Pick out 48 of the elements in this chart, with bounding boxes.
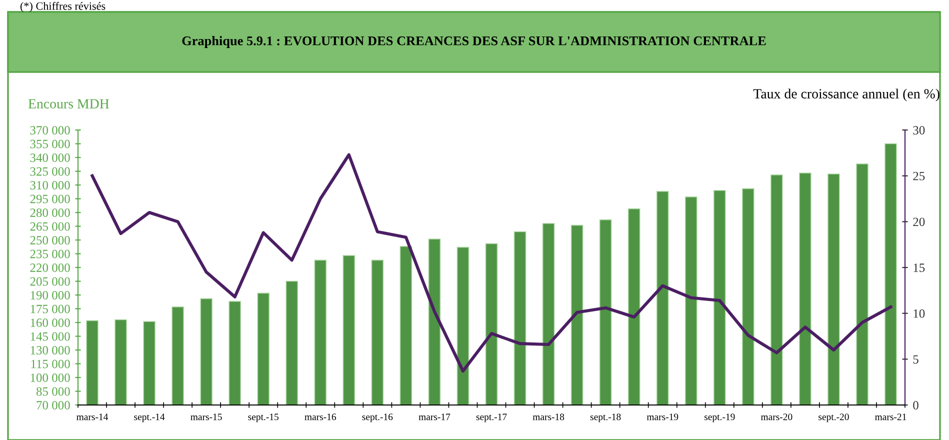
y-axis-title: Encours MDH [28,99,109,108]
x-tick-label: mars-20 [760,414,792,420]
y2-tick-label: 30 [913,126,925,134]
y-tick-label: 280 000 [30,208,70,217]
y2-tick-label: 0 [913,401,918,410]
line-series [90,153,892,373]
y-tick-label: 70 000 [36,401,70,410]
y2-tick-label: 25 [913,172,925,180]
x-tick-label: mars-17 [418,414,450,420]
y-tick-label: 145 000 [30,332,70,341]
y-tick-label: 370 000 [30,126,70,134]
y-tick-label: 265 000 [30,222,70,231]
y2-tick-label: 20 [913,218,925,226]
x-tick-label: sept.-15 [248,414,279,422]
y2-axis-title: Taux de croissance annuel (en %) [753,88,940,102]
x-tick-label: sept.-18 [590,414,621,422]
y-tick-label: 325 000 [30,167,70,176]
x-tick-label: mars-19 [646,414,678,420]
y-tick-label: 310 000 [30,181,70,190]
y-tick-label: 115 000 [31,360,70,368]
y-tick-label: 160 000 [30,318,70,327]
y2-tick-label: 15 [914,264,925,272]
y-tick-label: 340 000 [30,154,70,162]
x-tick-label: mars-18 [532,414,564,420]
x-tick-label: mars-15 [190,414,222,420]
y-tick-label: 355 000 [30,140,70,148]
chart-title: Graphique 5.9.1 : EVOLUTION DES CREANCES DES ASF SUR L'ADMINISTRATION CENTRALE [182,36,766,48]
x-tick-label: mars-16 [304,414,336,420]
x-tick-label: sept.-19 [704,414,735,422]
y-tick-label: 130 000 [30,346,70,354]
x-tick-label: mars-21 [875,414,906,420]
x-tick-label: mars-14 [76,414,108,420]
y2-tick-label: 10 [914,309,925,318]
x-tick-label: sept.-17 [476,414,507,422]
y-tick-label: 85 000 [36,387,70,396]
y-tick-label: 100 000 [30,374,70,382]
x-tick-label: sept.-20 [818,414,849,422]
y-tick-label: 205 000 [30,277,70,286]
y-tick-label: 175 000 [30,304,70,314]
x-tick-label: sept.-16 [362,414,393,422]
y-tick-label: 190 000 [30,291,70,300]
y2-tick-label: 5 [913,355,918,364]
y-tick-label: 220 000 [30,264,70,272]
x-tick-label: sept.-14 [134,414,165,422]
y-tick-label: 250 000 [30,236,70,244]
y-tick-label: 235 000 [30,250,70,258]
text: (*) Chiffres révisés [20,2,106,12]
y-tick-label: 295 000 [30,194,70,204]
